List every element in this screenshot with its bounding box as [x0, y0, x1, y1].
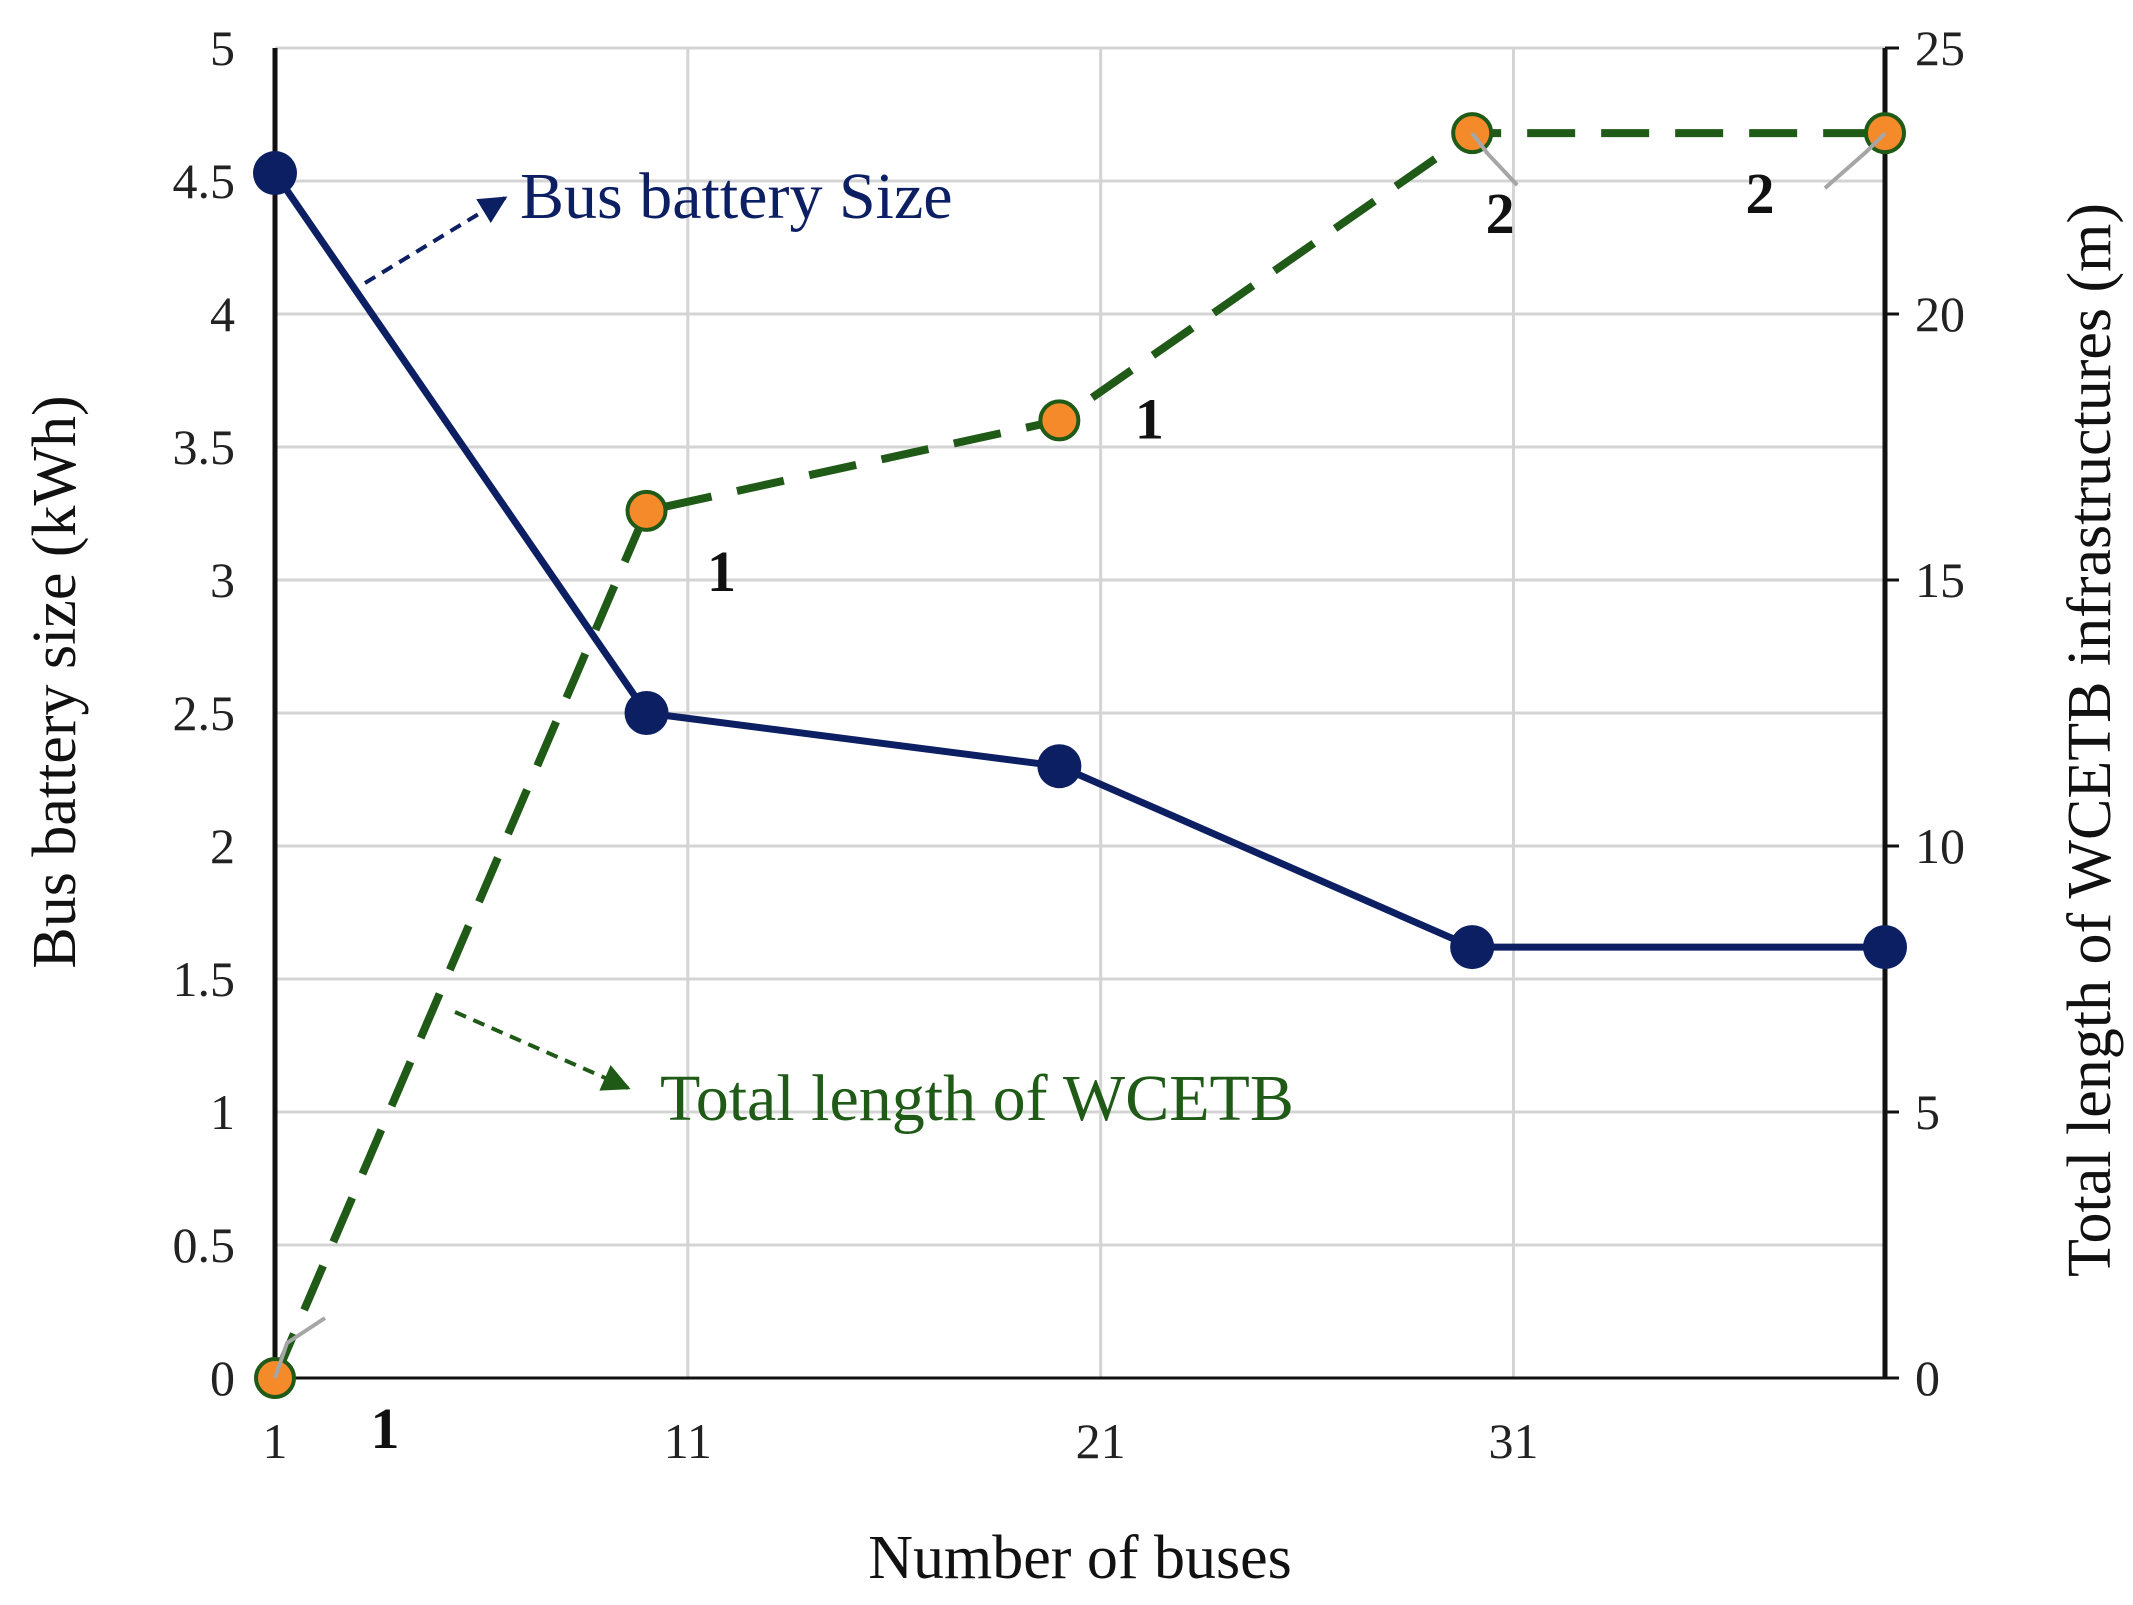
y-left-tick-label: 3.5: [173, 419, 236, 475]
wcetb-data-point: [625, 489, 668, 532]
y-left-axis-title: Bus battery size (kWh): [21, 395, 89, 968]
battery-data-point: [1037, 744, 1082, 789]
wcetb-point-label: 1: [1135, 386, 1164, 451]
y-left-tick-label: 2: [210, 818, 235, 874]
y-left-tick-label: 1: [210, 1084, 235, 1140]
wcetb-point-label: 2: [1486, 181, 1515, 246]
wcetb-data-point: [1038, 399, 1081, 442]
battery-series-label: Bus battery Size: [520, 160, 953, 233]
y-right-tick-label: 25: [1915, 20, 1965, 76]
axes: [272, 46, 1899, 1380]
battery-data-point: [1450, 925, 1495, 970]
y-right-tick-label: 15: [1915, 552, 1965, 608]
point-labels: 1 1 1 2 2: [273, 131, 1887, 1461]
x-axis-title: Number of buses: [868, 1524, 1292, 1592]
x-tick-label: 11: [664, 1413, 712, 1469]
y-right-tick-label: 20: [1915, 286, 1965, 342]
wcetb-point-label: 1: [707, 539, 736, 604]
y-left-tick-label: 4.5: [173, 153, 236, 209]
battery-data-point: [253, 151, 297, 196]
y-left-tick-label: 2.5: [173, 685, 236, 741]
battery-series-line: [272, 171, 1885, 951]
wcetb-annotation-arrow: [454, 1010, 631, 1091]
y-left-tick-label: 1.5: [173, 951, 236, 1007]
y-left-tick-label: 3: [210, 552, 235, 608]
y-left-tick-label: 0: [210, 1350, 235, 1406]
x-tick-label: 31: [1488, 1413, 1538, 1469]
wcetb-series-label: Total length of WCETB: [660, 1062, 1294, 1135]
y-right-axis-title: Total length of WCETB infrastructures (m…: [2056, 203, 2124, 1277]
battery-data-point: [1863, 925, 1907, 970]
y-right-tick-label: 5: [1915, 1084, 1940, 1140]
point-label-leader: [1470, 131, 1519, 187]
x-tick-label: 21: [1076, 1413, 1126, 1469]
gridlines: [273, 46, 1885, 1380]
wcetb-point-label: 2: [1746, 161, 1775, 226]
point-label-leader: [273, 1316, 327, 1379]
y-right-tick-label: 10: [1915, 818, 1965, 874]
point-label-leader: [1823, 131, 1887, 190]
y-left-tick-label: 0.5: [173, 1217, 236, 1273]
y-right-tick-label: 0: [1915, 1350, 1940, 1406]
x-tick-label: 1: [263, 1413, 288, 1469]
y-left-tick-label: 5: [210, 20, 235, 76]
y-left-tick-label: 4: [210, 286, 235, 342]
wcetb-series-line: [271, 129, 1885, 1380]
series: [253, 112, 1907, 1399]
wcetb-point-label: 1: [371, 1396, 400, 1461]
battery-data-point: [624, 691, 669, 735]
battery-annotation-arrow: [363, 196, 508, 285]
